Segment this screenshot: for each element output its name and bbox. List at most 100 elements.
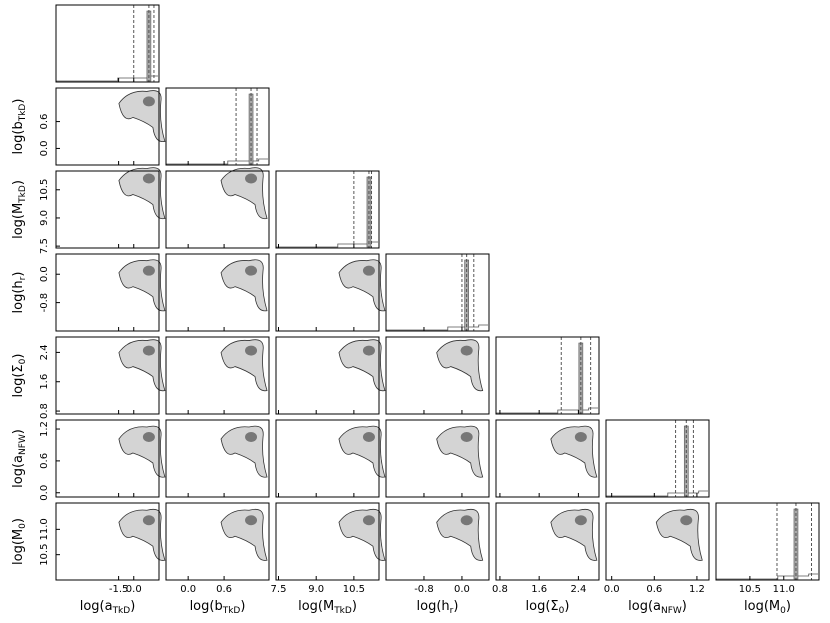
density-peak bbox=[245, 515, 258, 526]
label-end: ) bbox=[11, 518, 26, 523]
density-peak bbox=[574, 431, 587, 442]
contour bbox=[338, 339, 386, 392]
label-sub: r bbox=[450, 606, 454, 616]
panel-frame bbox=[275, 253, 380, 332]
x-tick-label: 0.0 bbox=[454, 584, 470, 595]
contour bbox=[338, 508, 386, 561]
density-peak bbox=[460, 515, 473, 526]
label-base: log(a bbox=[80, 599, 113, 614]
label-base: log(h bbox=[11, 280, 26, 313]
density-peak bbox=[245, 345, 258, 356]
label-base: log(b bbox=[190, 599, 223, 614]
label-sub: TkD bbox=[18, 104, 28, 123]
y-tick-label: 0.0 bbox=[39, 266, 50, 282]
y-tick-label: 1.6 bbox=[39, 374, 50, 390]
panel-frame bbox=[165, 87, 270, 166]
density-peak bbox=[245, 173, 258, 184]
hist-step bbox=[386, 324, 488, 331]
label-base: log(M bbox=[11, 203, 26, 239]
hist-step bbox=[716, 573, 818, 580]
label-sub: 0 bbox=[559, 606, 565, 616]
density-peak bbox=[362, 515, 375, 526]
label-sub: TkD bbox=[222, 606, 241, 616]
contour bbox=[118, 259, 166, 312]
density-peak bbox=[574, 515, 587, 526]
label-end: ) bbox=[682, 599, 687, 614]
x-tick-label: 0.8 bbox=[492, 584, 508, 595]
x-tick-label: 0.0 bbox=[126, 584, 142, 595]
x-tick-label: 10.5 bbox=[343, 584, 365, 595]
contour bbox=[550, 508, 598, 561]
label-end: ) bbox=[11, 272, 26, 277]
y-tick-label: 0.8 bbox=[39, 403, 50, 419]
contour bbox=[220, 508, 268, 561]
contour bbox=[220, 167, 268, 220]
panel-frame bbox=[715, 502, 820, 581]
x-tick-label: 1.6 bbox=[531, 584, 547, 595]
label-base: log(h bbox=[417, 599, 450, 614]
panel-frame bbox=[165, 502, 270, 581]
panel-frame bbox=[165, 253, 270, 332]
y-tick-label: 1.2 bbox=[39, 421, 50, 437]
contour bbox=[550, 425, 598, 478]
axis-label: log(aNFW) bbox=[11, 429, 28, 488]
density-peak bbox=[142, 345, 155, 356]
panel-frame bbox=[55, 502, 160, 581]
y-tick-label: 7.5 bbox=[39, 238, 50, 254]
panel-frame bbox=[275, 419, 380, 498]
panel-frame bbox=[385, 336, 490, 415]
contour bbox=[655, 508, 703, 561]
panel-frame bbox=[275, 336, 380, 415]
density-peak bbox=[245, 431, 258, 442]
panel-frame bbox=[55, 253, 160, 332]
x-tick-label: -0.8 bbox=[414, 584, 434, 595]
label-base: log(Σ bbox=[11, 364, 26, 397]
axis-label: log(bTkD) bbox=[190, 599, 246, 616]
contour bbox=[220, 339, 268, 392]
y-tick-label: 10.5 bbox=[39, 544, 50, 566]
panel-frame bbox=[55, 4, 160, 83]
contour bbox=[220, 259, 268, 312]
x-tick-label: 10.5 bbox=[739, 584, 761, 595]
contour bbox=[118, 425, 166, 478]
density-peak bbox=[142, 515, 155, 526]
x-tick-label: 11.0 bbox=[773, 584, 795, 595]
axis-label: log(Σ0) bbox=[526, 599, 570, 616]
label-end: ) bbox=[352, 599, 357, 614]
label-sub: TkD bbox=[333, 606, 352, 616]
axis-label: log(MTkD) bbox=[298, 599, 357, 616]
label-base: log(M bbox=[744, 599, 780, 614]
panel-frame bbox=[165, 170, 270, 249]
panel-frame bbox=[165, 419, 270, 498]
label-base: log(M bbox=[298, 599, 334, 614]
density-peak bbox=[245, 265, 258, 276]
label-sub: NFW bbox=[18, 434, 28, 455]
panel-frame bbox=[165, 336, 270, 415]
y-tick-label: 0.6 bbox=[39, 114, 50, 130]
hist-step bbox=[56, 75, 158, 82]
label-end: ) bbox=[453, 599, 458, 614]
x-tick-label: 2.4 bbox=[570, 584, 586, 595]
panel-frame bbox=[605, 419, 710, 498]
panel-frame bbox=[495, 502, 600, 581]
axis-label: log(M0) bbox=[11, 518, 28, 565]
contour bbox=[436, 508, 484, 561]
label-end: ) bbox=[130, 599, 135, 614]
label-base: log(a bbox=[628, 599, 661, 614]
y-tick-label: 0.0 bbox=[39, 140, 50, 156]
label-end: ) bbox=[11, 180, 26, 185]
label-base: log(M bbox=[11, 529, 26, 565]
contour bbox=[118, 339, 166, 392]
label-end: ) bbox=[564, 599, 569, 614]
axis-label: log(aNFW) bbox=[628, 599, 687, 616]
label-end: ) bbox=[11, 429, 26, 434]
density-peak bbox=[362, 431, 375, 442]
label-sub: TkD bbox=[112, 606, 131, 616]
density-peak bbox=[142, 431, 155, 442]
panel-frame bbox=[55, 170, 160, 249]
x-tick-label: 0.0 bbox=[604, 584, 620, 595]
label-sub: 0 bbox=[18, 358, 28, 364]
density-peak bbox=[460, 431, 473, 442]
density-peak bbox=[142, 265, 155, 276]
